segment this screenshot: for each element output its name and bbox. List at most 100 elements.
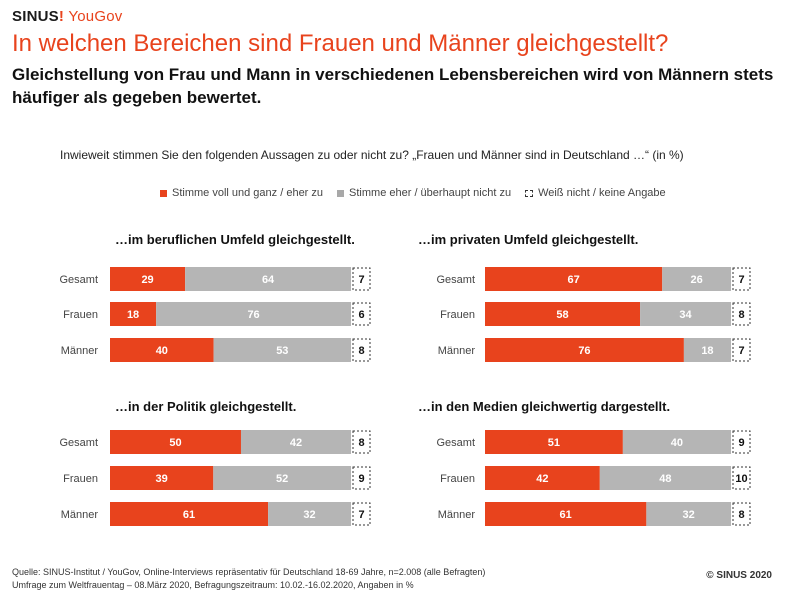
page-title: In welchen Bereichen sind Frauen und Män… — [12, 30, 669, 57]
value-label-disagree-2-0: 42 — [290, 437, 302, 449]
bar-agree-0-0 — [110, 267, 186, 291]
value-label-agree-1-0: 67 — [567, 274, 579, 286]
bar-disagree-3-0 — [622, 430, 731, 454]
category-label-2-0: Gesamt — [59, 437, 98, 449]
value-label-disagree-3-1: 48 — [659, 473, 671, 485]
value-label-agree-0-0: 29 — [141, 274, 153, 286]
value-label-dontknow-0-1: 6 — [358, 309, 364, 321]
bar-dontknow-1-0 — [732, 267, 751, 291]
bar-disagree-2-0 — [240, 430, 351, 454]
bar-dontknow-1-2 — [732, 338, 751, 362]
bar-dontknow-0-2 — [352, 338, 371, 362]
value-label-agree-1-2: 76 — [578, 345, 590, 357]
value-label-disagree-1-2: 18 — [701, 345, 713, 357]
logo-yougov: YouGov — [68, 8, 123, 25]
value-label-dontknow-2-0: 8 — [358, 437, 364, 449]
bar-disagree-1-2 — [683, 338, 731, 362]
category-label-3-1: Frauen — [440, 473, 475, 485]
bar-dontknow-2-2 — [352, 502, 371, 526]
legend-label-dontknow: Weiß nicht / keine Angabe — [538, 187, 666, 199]
category-label-3-2: Männer — [438, 509, 476, 521]
value-label-disagree-0-1: 76 — [247, 309, 259, 321]
legend-label-disagree: Stimme eher / überhaupt nicht zu — [349, 187, 512, 199]
bar-disagree-0-1 — [156, 302, 351, 326]
value-label-disagree-2-1: 52 — [276, 473, 288, 485]
value-label-disagree-3-2: 32 — [683, 509, 695, 521]
category-label-1-1: Frauen — [440, 309, 475, 321]
panel-title-0: …im beruflichen Umfeld gleichgestellt. — [115, 232, 355, 247]
value-label-agree-3-0: 51 — [548, 437, 560, 449]
value-label-agree-2-1: 39 — [156, 473, 168, 485]
category-label-1-0: Gesamt — [436, 274, 475, 286]
category-label-0-2: Männer — [61, 345, 99, 357]
value-label-disagree-1-1: 34 — [679, 309, 692, 321]
bar-agree-0-2 — [110, 338, 214, 362]
bar-agree-3-1 — [485, 466, 600, 490]
value-label-disagree-1-0: 26 — [690, 274, 702, 286]
legend-swatch-dontknow — [525, 189, 534, 197]
bar-dontknow-3-1 — [732, 466, 751, 490]
bar-dontknow-3-2 — [732, 502, 751, 526]
bar-disagree-0-0 — [185, 267, 351, 291]
value-label-dontknow-3-2: 8 — [738, 509, 744, 521]
bar-disagree-1-1 — [640, 302, 731, 326]
category-label-0-1: Frauen — [63, 309, 98, 321]
value-label-agree-1-1: 58 — [556, 309, 568, 321]
bar-disagree-2-2 — [268, 502, 351, 526]
bar-agree-2-2 — [110, 502, 269, 526]
value-label-dontknow-0-2: 8 — [358, 345, 364, 357]
bar-dontknow-3-0 — [732, 430, 751, 454]
bar-disagree-0-2 — [213, 338, 351, 362]
value-label-disagree-0-0: 64 — [262, 274, 275, 286]
value-label-disagree-2-2: 32 — [303, 509, 315, 521]
page-subtitle: Gleichstellung von Frau und Mann in vers… — [12, 65, 774, 107]
value-label-dontknow-2-2: 7 — [358, 509, 364, 521]
value-label-dontknow-3-0: 9 — [738, 437, 744, 449]
bar-agree-2-1 — [110, 466, 214, 490]
value-label-agree-0-1: 18 — [127, 309, 139, 321]
logo-bang: ! — [58, 8, 65, 25]
charts-canvas: …im beruflichen Umfeld gleichgestellt. Ge… — [59, 232, 751, 526]
value-label-disagree-3-0: 40 — [671, 437, 683, 449]
legend-item-disagree: Stimme eher / überhaupt nicht zu — [337, 187, 511, 199]
value-label-dontknow-3-1: 10 — [735, 473, 747, 485]
bar-dontknow-1-1 — [732, 302, 751, 326]
bar-dontknow-2-0 — [352, 430, 371, 454]
chart-legend: Stimme voll und ganz / eher zu Stimme eh… — [160, 187, 680, 199]
logo: SINUS! YouGov — [12, 8, 122, 25]
logo-sinus: SINUS — [12, 8, 59, 25]
bar-disagree-3-1 — [599, 466, 731, 490]
legend-item-agree: Stimme voll und ganz / eher zu — [160, 187, 323, 199]
copyright: © SINUS 2020 — [706, 570, 772, 581]
value-label-agree-2-2: 61 — [183, 509, 195, 521]
source-note: Quelle: SINUS-Institut / YouGov, Online-… — [12, 566, 485, 592]
value-label-agree-0-2: 40 — [156, 345, 168, 357]
legend-label-agree: Stimme voll und ganz / eher zu — [172, 187, 324, 199]
value-label-dontknow-0-0: 7 — [358, 274, 364, 286]
legend-swatch-disagree — [337, 189, 345, 197]
category-label-2-2: Männer — [61, 509, 99, 521]
legend-swatch-agree — [160, 189, 167, 197]
bar-agree-1-0 — [485, 267, 663, 291]
value-label-agree-2-0: 50 — [169, 437, 181, 449]
panel-title-3: …in den Medien gleichwertig dargestellt. — [418, 399, 670, 414]
value-label-agree-3-2: 61 — [560, 509, 572, 521]
panel-title-1: …im privaten Umfeld gleichgestellt. — [418, 232, 638, 247]
bar-disagree-1-0 — [662, 267, 731, 291]
value-label-dontknow-1-2: 7 — [738, 345, 744, 357]
bar-agree-0-1 — [110, 302, 157, 326]
bar-agree-2-0 — [110, 430, 241, 454]
legend-item-dontknow: Weiß nicht / keine Angabe — [525, 187, 666, 199]
category-label-1-2: Männer — [438, 345, 476, 357]
bar-agree-3-2 — [485, 502, 647, 526]
value-label-dontknow-1-0: 7 — [738, 274, 744, 286]
bar-dontknow-0-0 — [352, 267, 371, 291]
category-label-2-1: Frauen — [63, 473, 98, 485]
bar-disagree-2-1 — [213, 466, 351, 490]
category-label-3-0: Gesamt — [436, 437, 475, 449]
bar-agree-1-2 — [485, 338, 684, 362]
category-label-0-0: Gesamt — [59, 274, 98, 286]
bar-dontknow-2-1 — [352, 466, 371, 490]
bar-dontknow-0-1 — [352, 302, 371, 326]
source-line-2: Umfrage zum Weltfrauentag – 08.März 2020… — [12, 580, 414, 590]
